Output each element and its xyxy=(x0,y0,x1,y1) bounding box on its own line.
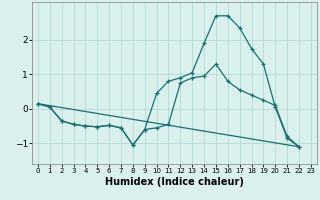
X-axis label: Humidex (Indice chaleur): Humidex (Indice chaleur) xyxy=(105,177,244,187)
